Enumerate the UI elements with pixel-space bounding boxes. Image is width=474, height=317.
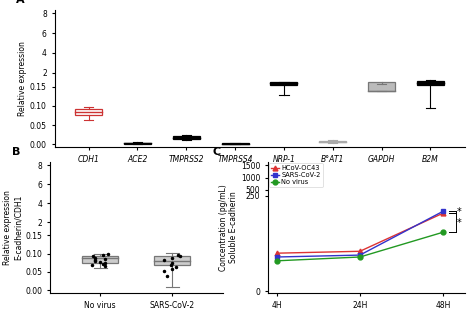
Bar <box>155 256 191 265</box>
Text: A: A <box>16 0 24 5</box>
HCoV-OC43 <box>357 249 363 253</box>
Y-axis label: Relative expression
E-cadherin/CDH1: Relative expression E-cadherin/CDH1 <box>3 190 22 265</box>
No virus <box>440 230 446 234</box>
Y-axis label: Concentration (pg/mL)
Soluble E-cadherin: Concentration (pg/mL) Soluble E-cadherin <box>219 184 238 271</box>
Bar <box>222 143 248 144</box>
Bar <box>271 82 297 85</box>
Text: *: * <box>457 207 462 217</box>
Bar <box>173 136 200 139</box>
Bar <box>417 81 444 85</box>
SARS-CoV-2 <box>357 253 363 257</box>
Line: HCoV-OC43: HCoV-OC43 <box>274 211 446 256</box>
HCoV-OC43 <box>274 251 280 255</box>
Line: SARS-CoV-2: SARS-CoV-2 <box>274 209 446 259</box>
Bar <box>319 141 346 142</box>
SARS-CoV-2 <box>440 209 446 213</box>
Text: *: * <box>457 218 462 228</box>
Y-axis label: Relative expression: Relative expression <box>18 41 27 116</box>
HCoV-OC43 <box>440 211 446 215</box>
Text: C: C <box>213 147 221 157</box>
No virus <box>274 259 280 263</box>
No virus <box>357 255 363 259</box>
Legend: HCoV-OC43, SARS-CoV-2, No virus: HCoV-OC43, SARS-CoV-2, No virus <box>269 163 322 187</box>
Text: B: B <box>12 147 20 157</box>
Bar <box>75 109 102 115</box>
SARS-CoV-2 <box>274 255 280 259</box>
Bar <box>82 256 118 263</box>
Line: No virus: No virus <box>274 230 446 263</box>
Bar <box>368 81 395 91</box>
Bar <box>124 143 151 144</box>
